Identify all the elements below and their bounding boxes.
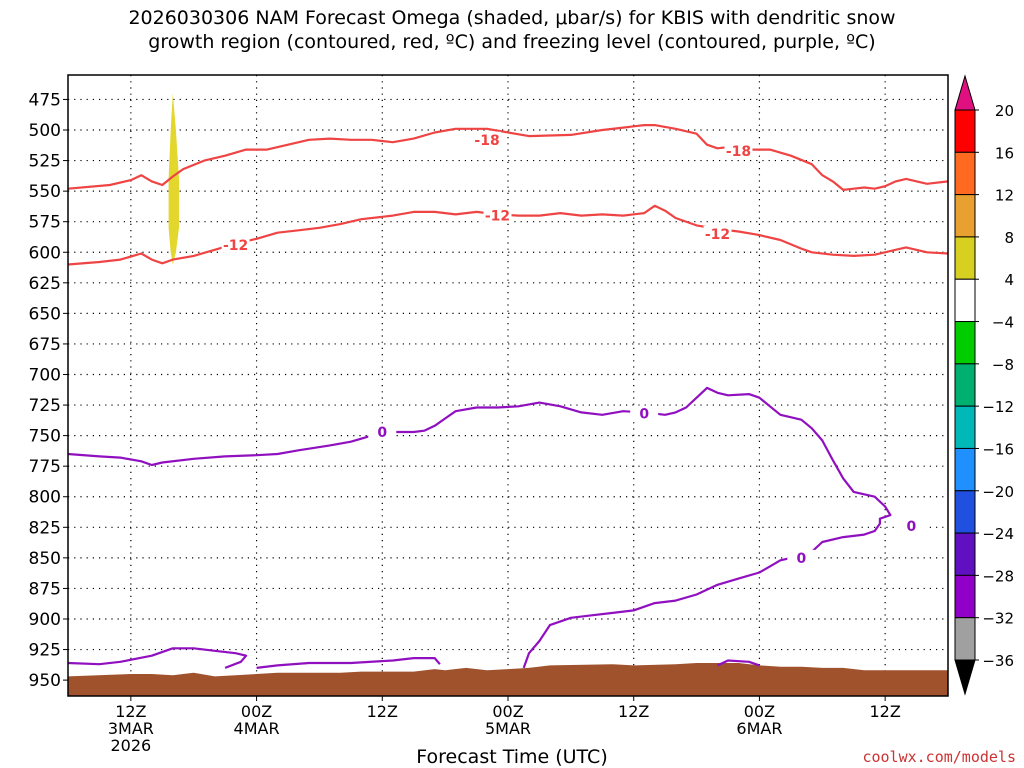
y-tick-label: 700	[29, 365, 61, 385]
colorbar-label: −28	[982, 567, 1014, 585]
colorbar-swatch	[954, 363, 976, 407]
contour-label-bg	[787, 549, 816, 566]
colorbar-swatch	[954, 532, 976, 576]
contour-label: -18	[474, 133, 499, 149]
x-tick-label: 3MAR	[108, 719, 154, 738]
colorbar-swatch	[954, 278, 976, 323]
colorbar-swatch	[954, 617, 976, 661]
y-tick-label: 900	[29, 610, 61, 630]
colorbar-label: −4	[992, 314, 1014, 332]
x-tick-label: 2026	[110, 736, 151, 755]
colorbar-swatch	[954, 447, 976, 492]
colorbar-label: −16	[982, 440, 1014, 458]
contour-layer	[67, 124, 949, 669]
contour-label: 0	[796, 551, 806, 567]
x-axis-title: Forecast Time (UTC)	[416, 746, 608, 768]
x-tick-label: 5MAR	[485, 719, 531, 738]
colorbar-bottom-arrow	[954, 659, 976, 696]
y-tick-label: 525	[29, 152, 61, 172]
x-tick-label: 12Z	[115, 702, 146, 721]
y-tick-label: 625	[29, 274, 61, 294]
contour-label-bg	[630, 405, 659, 422]
contour-line	[717, 659, 760, 667]
x-tick-label: 12Z	[618, 702, 649, 721]
y-tick-label: 475	[29, 90, 61, 110]
contour-label-bg	[897, 518, 926, 535]
contour-line	[67, 386, 892, 669]
contour-label: -12	[485, 209, 510, 225]
y-tick-label: 500	[29, 121, 61, 141]
contour-label: -12	[223, 238, 248, 254]
colorbar-swatch	[954, 490, 976, 534]
contour-line	[256, 657, 441, 669]
y-tick-label: 875	[29, 579, 61, 599]
colorbar-label: 20	[995, 102, 1014, 120]
omega-fill-layer	[168, 93, 179, 265]
y-tick-label: 950	[29, 671, 61, 691]
omega-shaded-region	[168, 93, 179, 265]
y-tick-label: 800	[29, 488, 61, 508]
colorbar: 20 16 12 8 4 −4 −8 −12 −16 −20 −24 −28 −32 −36	[954, 74, 1014, 696]
contour-label: -12	[705, 227, 730, 243]
colorbar-label: −32	[982, 610, 1014, 628]
colorbar-label: 12	[995, 187, 1014, 205]
contour-label-bg	[473, 131, 502, 148]
contour-label: -18	[726, 144, 751, 160]
plot-grid	[68, 75, 948, 696]
y-tick-label: 775	[29, 457, 61, 477]
contour-label-bg	[703, 225, 732, 242]
y-tick-label: 825	[29, 518, 61, 538]
x-tick-label: 00Z	[492, 702, 523, 721]
y-tick-label: 600	[29, 243, 61, 263]
colorbar-swatch	[954, 405, 976, 449]
colorbar-swatch	[954, 194, 976, 238]
credit-text: coolwx.com/models	[862, 748, 1016, 766]
chart-title: 2026030306 NAM Forecast Omega (shaded, μ…	[128, 7, 896, 53]
contour-label: 0	[639, 407, 649, 423]
terrain-fill	[68, 663, 948, 696]
y-tick-label: 850	[29, 549, 61, 569]
y-tick-label: 925	[29, 641, 61, 661]
y-tick-label: 725	[29, 396, 61, 416]
colorbar-label: 16	[995, 144, 1014, 162]
y-axis: 475 500 525 550 575 600 625 650 675 700 725 750 775 8…	[29, 90, 68, 691]
colorbar-swatch	[954, 574, 976, 619]
contour-label: 0	[906, 519, 916, 535]
contour-label-bg	[221, 236, 250, 253]
colorbar-label: −8	[992, 356, 1014, 374]
contour-label-layer: -18 -18 -12 -12 -12 0 0 0 0	[221, 131, 926, 567]
x-tick-label: 00Z	[744, 702, 775, 721]
colorbar-label: −36	[982, 652, 1014, 670]
colorbar-label: 4	[1004, 271, 1014, 289]
colorbar-label: 8	[1004, 229, 1014, 247]
colorbar-label: −12	[982, 398, 1014, 416]
colorbar-label: −24	[982, 525, 1014, 543]
colorbar-swatch	[954, 151, 976, 196]
contour-label: 0	[377, 425, 387, 441]
colorbar-swatch	[954, 236, 976, 280]
contour-label-bg	[368, 423, 397, 440]
colorbar-swatch	[954, 321, 976, 365]
contour-line	[67, 647, 248, 669]
contour-label-bg	[483, 207, 512, 224]
x-tick-label: 4MAR	[234, 719, 280, 738]
contour-line	[67, 124, 949, 191]
x-tick-label: 00Z	[241, 702, 272, 721]
x-tick-label: 12Z	[869, 702, 900, 721]
y-tick-label: 650	[29, 304, 61, 324]
colorbar-swatch	[954, 109, 976, 153]
terrain-layer	[68, 663, 948, 696]
y-tick-label: 550	[29, 182, 61, 202]
x-tick-label: 6MAR	[736, 719, 782, 738]
y-tick-label: 675	[29, 335, 61, 355]
colorbar-label: −20	[982, 483, 1014, 501]
contour-label-bg	[724, 142, 753, 159]
y-tick-label: 750	[29, 427, 61, 447]
x-tick-label: 12Z	[367, 702, 398, 721]
y-tick-label: 575	[29, 213, 61, 233]
contour-line	[67, 204, 949, 266]
colorbar-top-arrow	[954, 74, 976, 111]
